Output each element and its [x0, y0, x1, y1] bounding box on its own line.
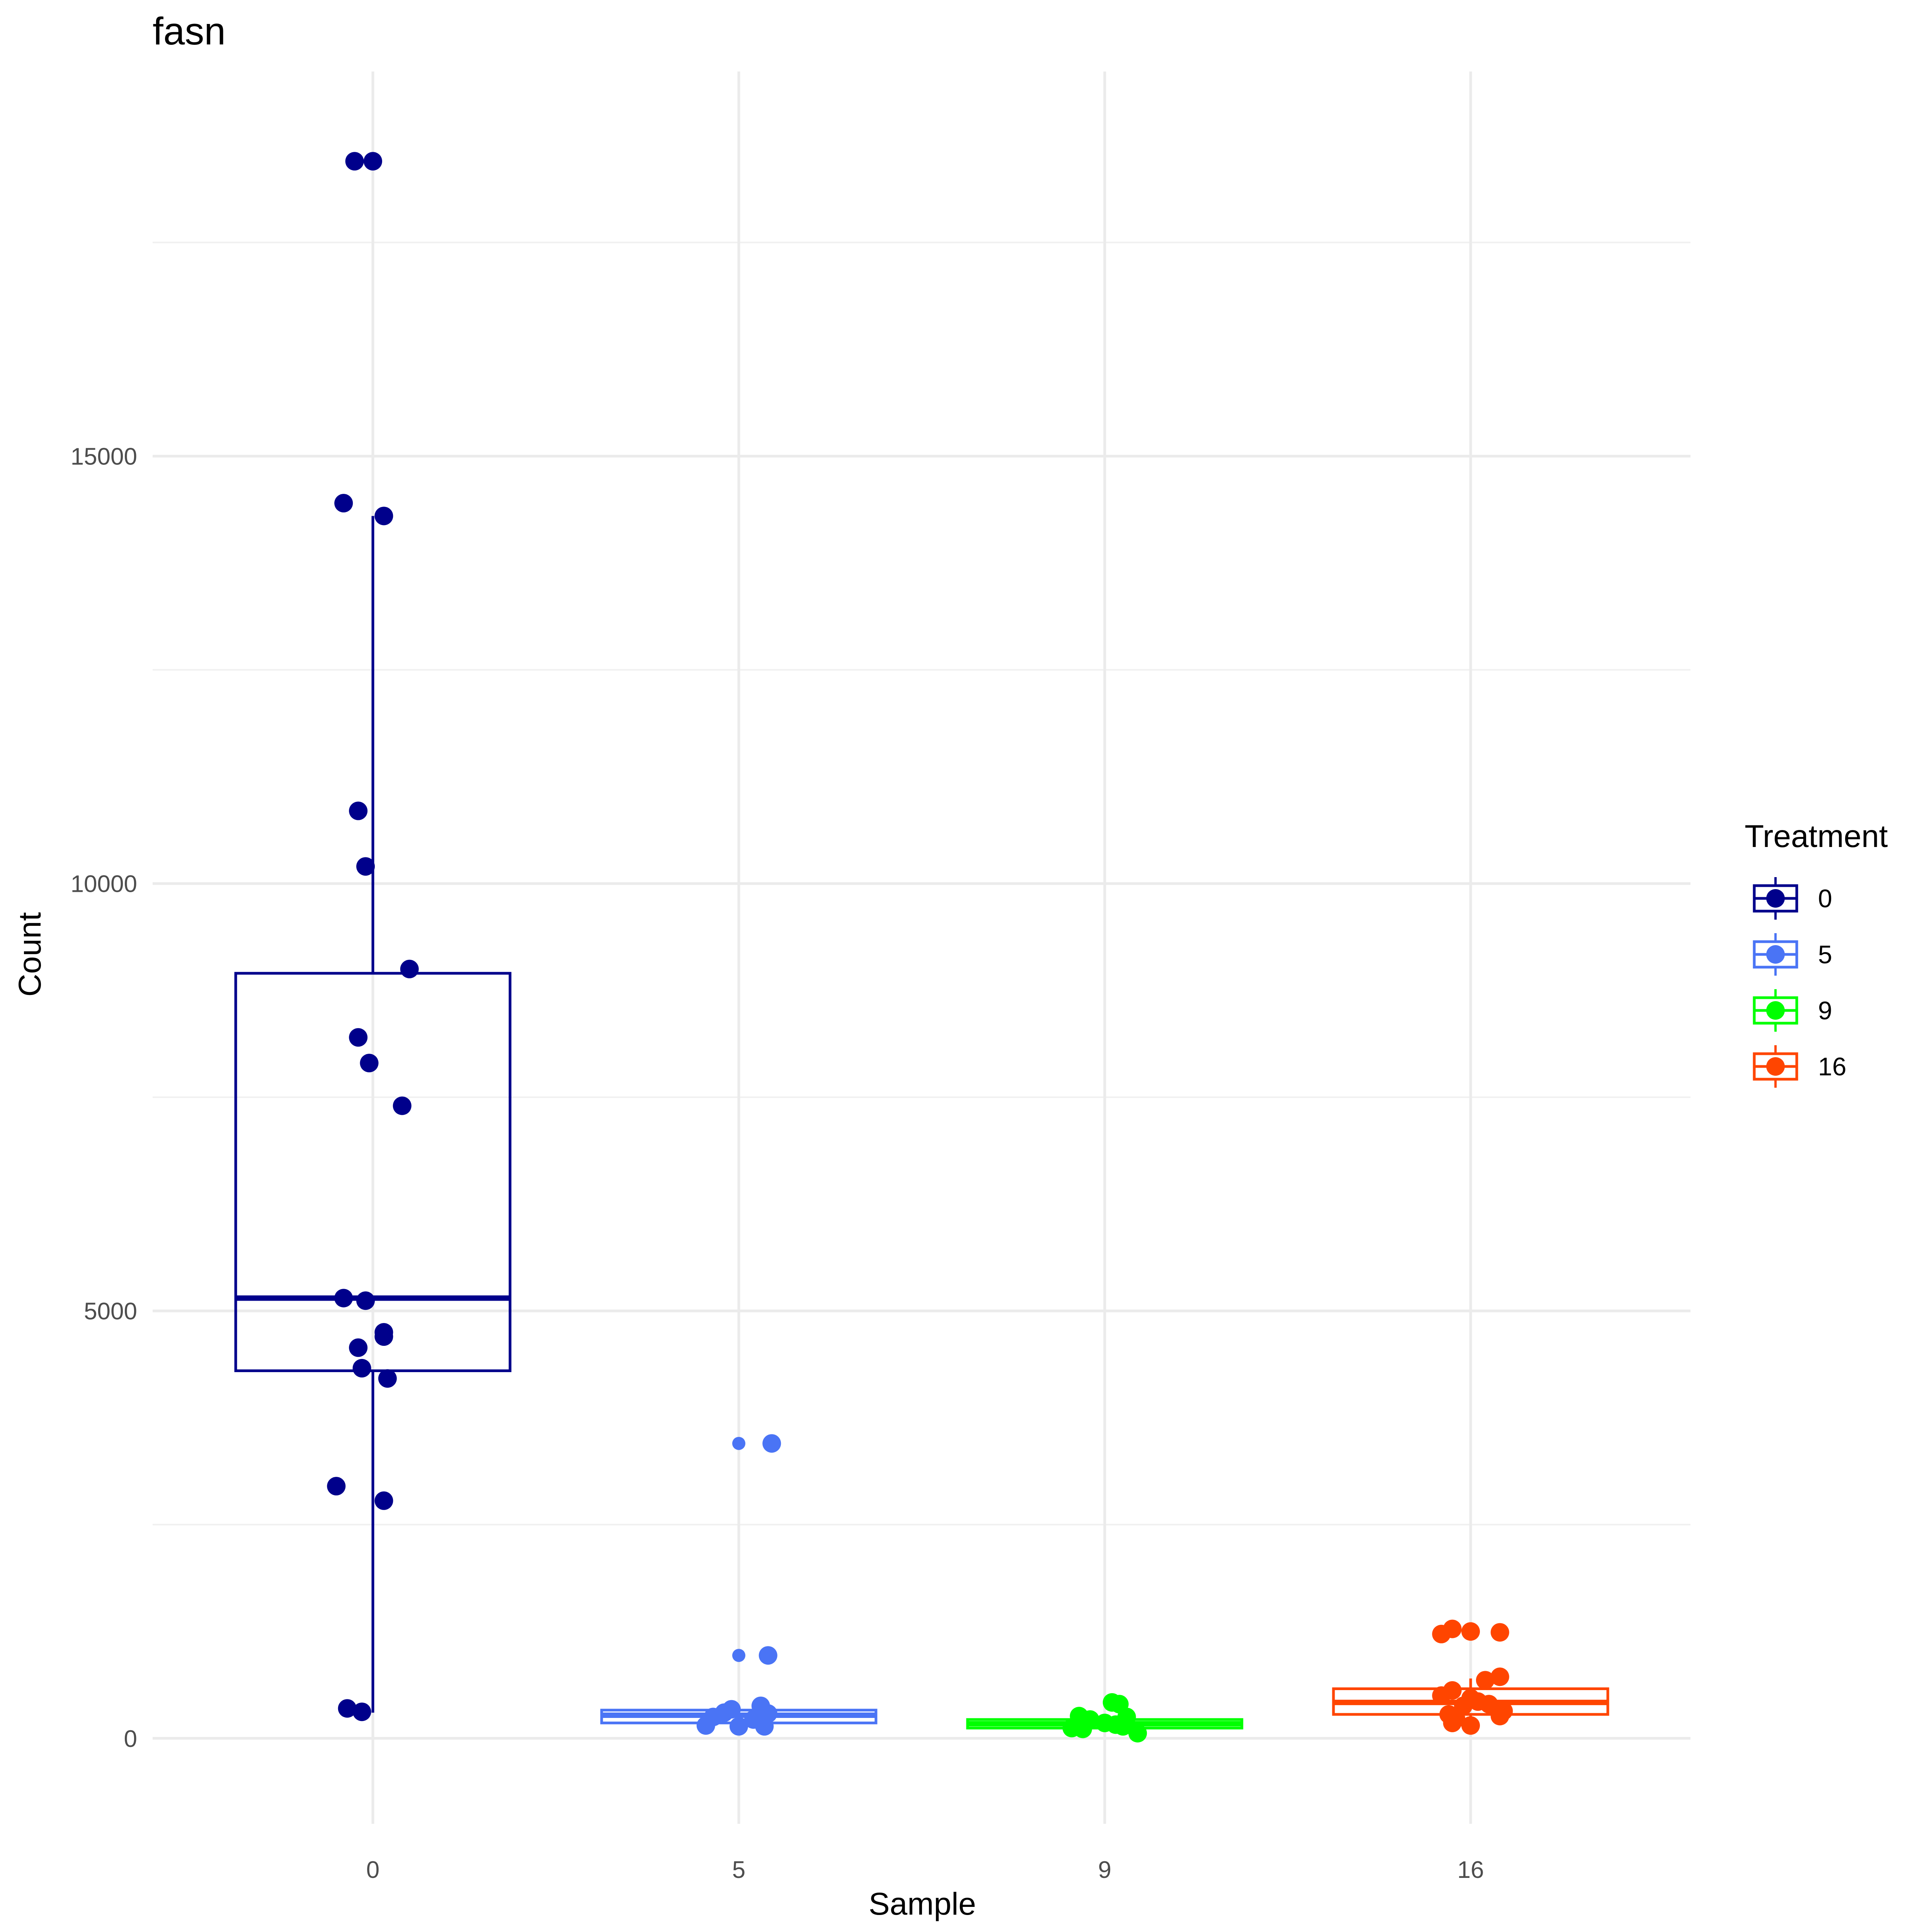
y-tick-label: 15000 — [71, 443, 137, 470]
data-point — [759, 1646, 777, 1665]
data-point — [1073, 1719, 1092, 1738]
data-point — [360, 1054, 379, 1073]
data-point — [696, 1716, 715, 1735]
data-point — [1114, 1717, 1133, 1736]
data-point — [374, 507, 393, 526]
legend-key-point — [1766, 1057, 1785, 1076]
data-point — [1461, 1716, 1480, 1735]
data-point — [1461, 1622, 1480, 1641]
tick-labels: 0 5000 10000 15000 0 5 9 16 — [71, 443, 1484, 1883]
y-tick-label: 0 — [124, 1726, 137, 1752]
data-point — [338, 1699, 357, 1718]
chart-title: fasn — [153, 10, 226, 53]
x-tick-label: 5 — [732, 1857, 745, 1883]
legend-entry-5: 5 — [1753, 933, 1832, 976]
data-point — [755, 1717, 774, 1736]
data-point — [1490, 1707, 1509, 1726]
legend-key-point — [1766, 945, 1785, 964]
data-point — [352, 1359, 371, 1378]
x-tick-label: 0 — [366, 1857, 379, 1883]
data-point — [730, 1717, 748, 1736]
legend-title: Treatment — [1745, 819, 1888, 854]
box-body — [234, 972, 512, 1372]
data-point — [349, 1028, 368, 1047]
data-point — [378, 1369, 397, 1388]
points — [327, 152, 1513, 1743]
data-point — [334, 1289, 353, 1308]
legend-label: 16 — [1818, 1052, 1846, 1081]
data-point — [732, 1437, 745, 1450]
legend-key-point — [1766, 1001, 1785, 1020]
data-point — [1128, 1724, 1147, 1743]
box-0 — [234, 516, 512, 1713]
data-point — [1432, 1624, 1451, 1643]
data-point — [352, 1702, 371, 1721]
data-point — [400, 959, 419, 978]
data-point — [1490, 1667, 1509, 1686]
legend-label: 5 — [1818, 940, 1832, 969]
data-point — [1443, 1713, 1462, 1732]
data-point — [364, 152, 382, 171]
x-tick-label: 16 — [1458, 1857, 1484, 1883]
legend-entries: 0 5 9 16 — [1753, 877, 1846, 1088]
y-axis-title: Count — [12, 912, 48, 997]
legend-label: 0 — [1818, 884, 1832, 913]
y-tick-label: 10000 — [71, 871, 137, 898]
data-point — [732, 1649, 745, 1662]
data-point — [334, 494, 353, 513]
data-point — [1432, 1686, 1451, 1705]
x-tick-label: 9 — [1098, 1857, 1111, 1883]
legend-key-point — [1766, 889, 1785, 908]
data-point — [393, 1096, 412, 1115]
data-point — [762, 1434, 781, 1453]
data-point — [1480, 1695, 1498, 1714]
data-point — [327, 1477, 346, 1496]
data-point — [374, 1491, 393, 1510]
legend-entry-16: 16 — [1753, 1045, 1846, 1088]
data-point — [349, 801, 368, 820]
data-point — [349, 1338, 368, 1357]
data-point — [356, 857, 375, 876]
data-point — [1476, 1671, 1495, 1690]
legend-label: 9 — [1818, 996, 1832, 1025]
legend-entry-9: 9 — [1753, 989, 1832, 1032]
y-tick-label: 5000 — [84, 1298, 137, 1325]
legend-entry-0: 0 — [1753, 877, 1832, 920]
data-point — [374, 1327, 393, 1346]
legend: Treatment 0 5 9 16 — [1745, 819, 1888, 1088]
data-point — [356, 1291, 375, 1310]
data-point — [1490, 1623, 1509, 1642]
data-point — [345, 152, 364, 171]
x-axis-title: Sample — [869, 1886, 976, 1922]
